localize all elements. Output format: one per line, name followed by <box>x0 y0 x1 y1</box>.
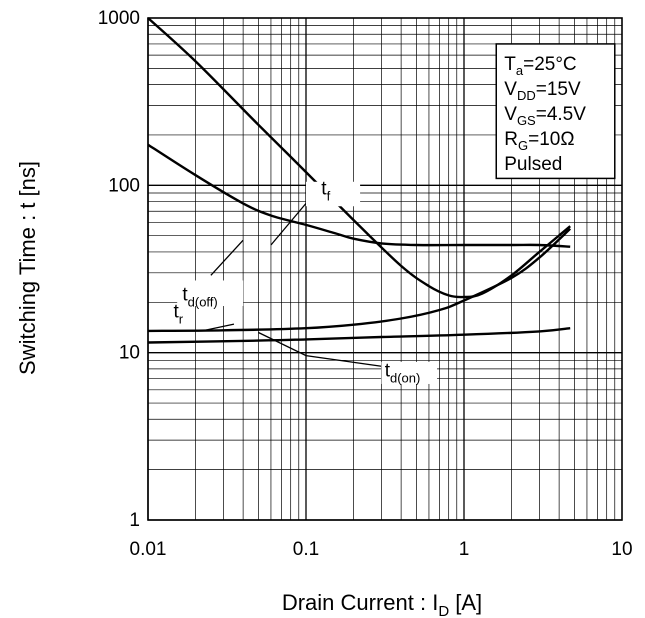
legend-line-main: T <box>504 54 516 75</box>
legend-line: RG=10Ω <box>504 129 574 153</box>
series-label-main: t <box>173 302 179 323</box>
legend-frame <box>495 43 616 180</box>
curve-td-off <box>147 143 571 248</box>
x-tick-label: 1 <box>459 539 470 560</box>
x-tick-label: 10 <box>611 539 632 560</box>
series-label-main: t <box>385 361 391 382</box>
series-label: td(off) <box>182 284 217 309</box>
series-label-sub: d(on) <box>390 371 420 386</box>
series-label-sub: d(off) <box>188 294 218 309</box>
series-label-sub: f <box>327 189 331 204</box>
tick-labels: 0.01 0.1 1 10 1 10 100 1000 <box>98 8 633 560</box>
y-tick-label: 1 <box>129 510 140 531</box>
series-label-sub: r <box>179 312 184 327</box>
x-axis-label-sub: D <box>438 603 449 618</box>
label-background <box>381 361 438 384</box>
legend-line: Pulsed <box>504 154 562 175</box>
legend-line-sub: DD <box>517 88 536 103</box>
curve-tf <box>147 17 571 299</box>
curves <box>147 17 572 344</box>
legend-line-sub: G <box>518 138 528 153</box>
series-label-main: t <box>321 179 327 200</box>
legend-line-rest: =25°C <box>523 54 577 75</box>
label-background <box>177 280 244 307</box>
grid-minor <box>148 18 622 520</box>
label-tf: tf <box>270 179 361 246</box>
y-tick-label: 10 <box>119 343 140 364</box>
legend-line-rest: =4.5V <box>536 104 587 125</box>
y-tick-label: 100 <box>108 175 140 196</box>
x-axis-label: Drain Current : ID [A] <box>282 590 482 618</box>
legend-line-rest: =10Ω <box>528 129 574 150</box>
x-tick-label: 0.1 <box>293 539 319 560</box>
legend-line-rest: =15V <box>536 79 581 100</box>
series-label-main: t <box>182 284 188 305</box>
legend-line-sub: GS <box>517 113 536 128</box>
legend-line: Ta=25°C <box>504 54 576 78</box>
label-background <box>306 181 361 207</box>
y-tick-label: 1000 <box>98 8 140 29</box>
legend-line-main: Pulsed <box>504 154 562 175</box>
leader-line <box>201 323 235 332</box>
plot-frame <box>147 17 623 521</box>
x-tick-label: 0.01 <box>130 539 167 560</box>
label-tr: tr <box>173 302 235 332</box>
legend-line-main: V <box>504 104 517 125</box>
leader-line <box>210 239 244 276</box>
x-axis-label-main: Drain Current : I <box>282 590 439 615</box>
x-axis-label-unit: [A] <box>449 590 482 615</box>
series-label: td(on) <box>385 361 421 386</box>
series-label: tr <box>173 302 183 327</box>
leader-line <box>258 331 382 367</box>
y-axis-label: Switching Time : t [ns] <box>15 161 40 375</box>
legend-line: VGS=4.5V <box>504 104 586 128</box>
leader-line <box>270 202 307 246</box>
curve-td-on <box>147 327 571 344</box>
legend-line: VDD=15V <box>504 79 581 103</box>
legend-line-main: V <box>504 79 517 100</box>
series-label: tf <box>321 179 330 204</box>
legend-line-sub: a <box>516 63 524 78</box>
label-td-on: td(on) <box>258 331 438 386</box>
label-td-off: td(off) <box>177 239 244 309</box>
curve-tr <box>147 227 572 333</box>
legend-line-main: R <box>504 129 518 150</box>
